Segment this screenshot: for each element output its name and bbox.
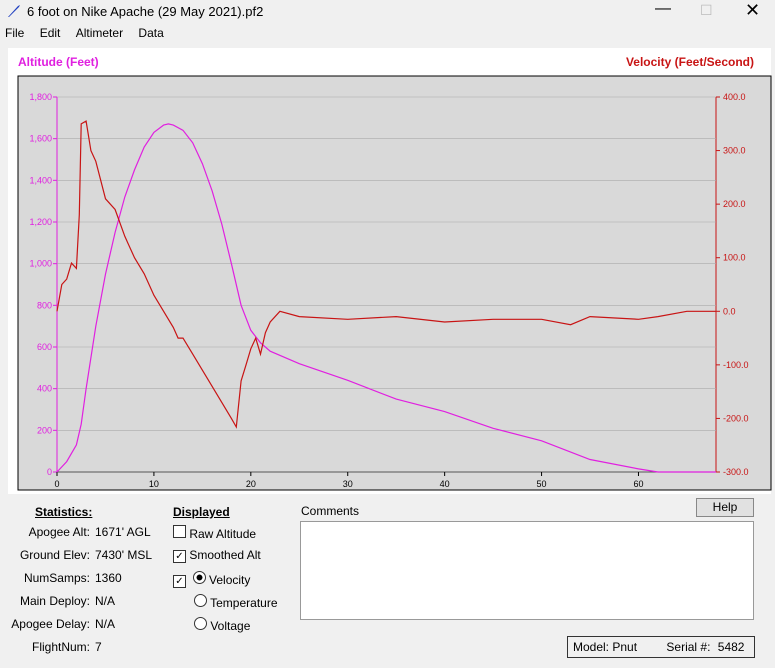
y-tick-label: 1,400 (29, 175, 52, 185)
y-tick-label: 1,800 (29, 92, 52, 102)
stat-label: Ground Elev: (19, 548, 90, 562)
y-tick-label: 400 (37, 384, 52, 394)
comments-box[interactable] (300, 521, 754, 620)
rocket-icon (8, 5, 20, 17)
option-label: Voltage (210, 619, 251, 633)
y-tick-label: 0 (47, 467, 52, 477)
stat-label: Apogee Delay: (11, 617, 90, 631)
y2-tick-label: -300.0 (723, 467, 749, 477)
device-info: Model: Pnut Serial #: 5482 (567, 636, 755, 658)
displayed-title: Displayed (173, 505, 230, 519)
x-tick-label: 40 (440, 479, 450, 489)
y-tick-label: 1,000 (29, 259, 52, 269)
close[interactable]: ✕ (745, 0, 761, 20)
x-tick-label: 0 (54, 479, 59, 489)
option-label: Velocity (209, 573, 251, 587)
y-tick-label: 600 (37, 342, 52, 352)
y-axis-title: Altitude (Feet) (18, 55, 99, 69)
option-label: Smoothed Alt (189, 548, 261, 562)
y-tick-label: 1,600 (29, 134, 52, 144)
option[interactable]: Temperature (194, 594, 278, 610)
stat-value: 1671' AGL (95, 525, 151, 539)
y2-tick-label: -100.0 (723, 360, 749, 370)
plot-frame (17, 75, 772, 491)
option-label: Raw Altitude (189, 527, 257, 541)
stat-value: N/A (95, 594, 116, 608)
stat-value: 1360 (95, 571, 122, 585)
y-tick-label: 800 (37, 300, 52, 310)
stat-label: FlightNum: (31, 640, 90, 654)
y2-tick-label: 0.0 (723, 306, 736, 316)
x-tick-label: 60 (633, 479, 643, 489)
stat-value: N/A (95, 617, 116, 631)
x-tick-label: 50 (537, 479, 547, 489)
x-tick-label: 30 (343, 479, 353, 489)
maximize[interactable]: ☐ (700, 2, 713, 18)
minimize[interactable]: — (655, 0, 671, 17)
series-line (56, 123, 716, 473)
stat-value: 7 (95, 640, 102, 654)
comments-label: Comments (301, 504, 360, 518)
series-line (56, 120, 716, 429)
y2-tick-label: 100.0 (723, 253, 746, 263)
model-label: Model: (573, 640, 610, 654)
menu-item[interactable]: Edit (39, 26, 61, 40)
option[interactable]: Voltage (194, 617, 250, 633)
stat-label: Main Deploy: (19, 594, 90, 608)
stat-value: 7430' MSL (95, 548, 152, 562)
stat-label: Apogee Alt: (28, 525, 90, 539)
y2-axis-title: Velocity (Feet/Second) (626, 55, 754, 69)
window-title: 6 foot on Nike Apache (29 May 2021).pf2 (27, 4, 264, 19)
serial-label: Serial #: (666, 640, 711, 654)
app-icon (6, 3, 22, 22)
y-tick-label: 200 (37, 425, 52, 435)
option[interactable]: ✓ Smoothed Alt (173, 548, 261, 563)
menu-item[interactable]: Data (138, 26, 164, 40)
x-tick-label: 20 (246, 479, 256, 489)
y2-tick-label: 200.0 (723, 199, 746, 209)
menu-bar: File Edit Altimeter Data (0, 26, 164, 40)
stats-title: Statistics: (35, 505, 93, 519)
y2-tick-label: 400.0 (723, 92, 746, 102)
option[interactable]: ✓ Velocity (173, 571, 250, 588)
y2-tick-label: -200.0 (723, 413, 749, 423)
menu-item[interactable]: Altimeter (75, 26, 124, 40)
stat-label: NumSamps: (23, 571, 90, 585)
help-button[interactable]: Help (696, 498, 754, 517)
chart: Altitude (Feet) Velocity (Feet/Second) 0… (8, 48, 772, 494)
serial: 5482 (717, 640, 745, 654)
option-label: Temperature (210, 596, 278, 610)
y2-tick-label: 300.0 (723, 146, 746, 156)
option[interactable]: Raw Altitude (173, 525, 256, 541)
menu-item[interactable]: File (5, 26, 25, 40)
x-tick-label: 10 (149, 479, 159, 489)
model: Pnut (612, 640, 638, 654)
y-tick-label: 1,200 (29, 217, 52, 227)
